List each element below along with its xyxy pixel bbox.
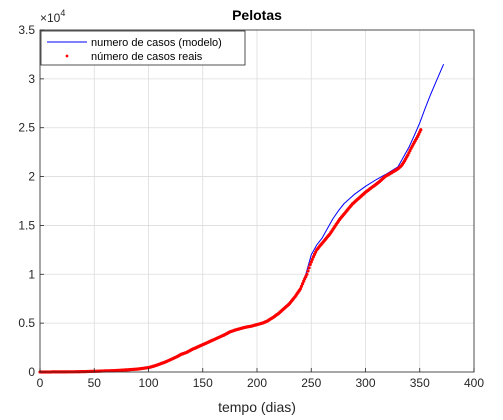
x-tick-label: 100	[138, 376, 158, 390]
data-point	[419, 128, 423, 132]
data-point	[301, 282, 305, 286]
x-tick-label: 0	[37, 376, 44, 390]
y-axis-multiplier: ×104	[40, 8, 65, 25]
legend-entry-real: número de casos reais	[91, 51, 203, 63]
y-tick-label: 2	[28, 170, 35, 184]
ticks: 0 50 100 150 200 250 300 350 400 0 0.5 1 1.5 2 2.5 3 3.5	[18, 23, 484, 390]
data-point	[306, 269, 310, 273]
y-multiplier-base: ×10	[40, 11, 61, 25]
legend-box	[40, 30, 246, 66]
x-tick-label: 300	[355, 376, 375, 390]
x-tick-label: 200	[247, 376, 267, 390]
data-point	[305, 272, 309, 276]
y-tick-label: 3.5	[18, 23, 35, 37]
data-point	[298, 287, 302, 291]
x-axis-label: tempo (dias)	[218, 399, 296, 415]
x-tick-label: 150	[193, 376, 213, 390]
y-tick-label: 3	[28, 72, 35, 86]
y-tick-label: 1	[28, 267, 35, 281]
legend-entry-model: numero de casos (modelo)	[91, 37, 222, 49]
data-point	[308, 262, 312, 267]
data-point	[307, 266, 311, 270]
y-tick-label: 0	[28, 365, 35, 379]
y-multiplier-exponent: 4	[60, 8, 65, 18]
x-tick-label: 350	[410, 376, 430, 390]
chart-title: Pelotas	[232, 7, 282, 23]
x-tick-label: 400	[464, 376, 484, 390]
x-tick-label: 250	[301, 376, 321, 390]
data-point	[309, 260, 313, 264]
y-tick-label: 0.5	[18, 316, 35, 330]
x-tick-label: 50	[88, 376, 102, 390]
data-point	[310, 257, 314, 261]
y-tick-label: 2.5	[18, 121, 35, 135]
series-layer	[38, 64, 445, 374]
data-point	[299, 284, 304, 288]
y-tick-label: 1.5	[18, 218, 35, 232]
legend: numero de casos (modelo) número de casos…	[40, 30, 246, 66]
series-points-real	[38, 128, 423, 374]
legend-dot-marker	[65, 54, 69, 58]
